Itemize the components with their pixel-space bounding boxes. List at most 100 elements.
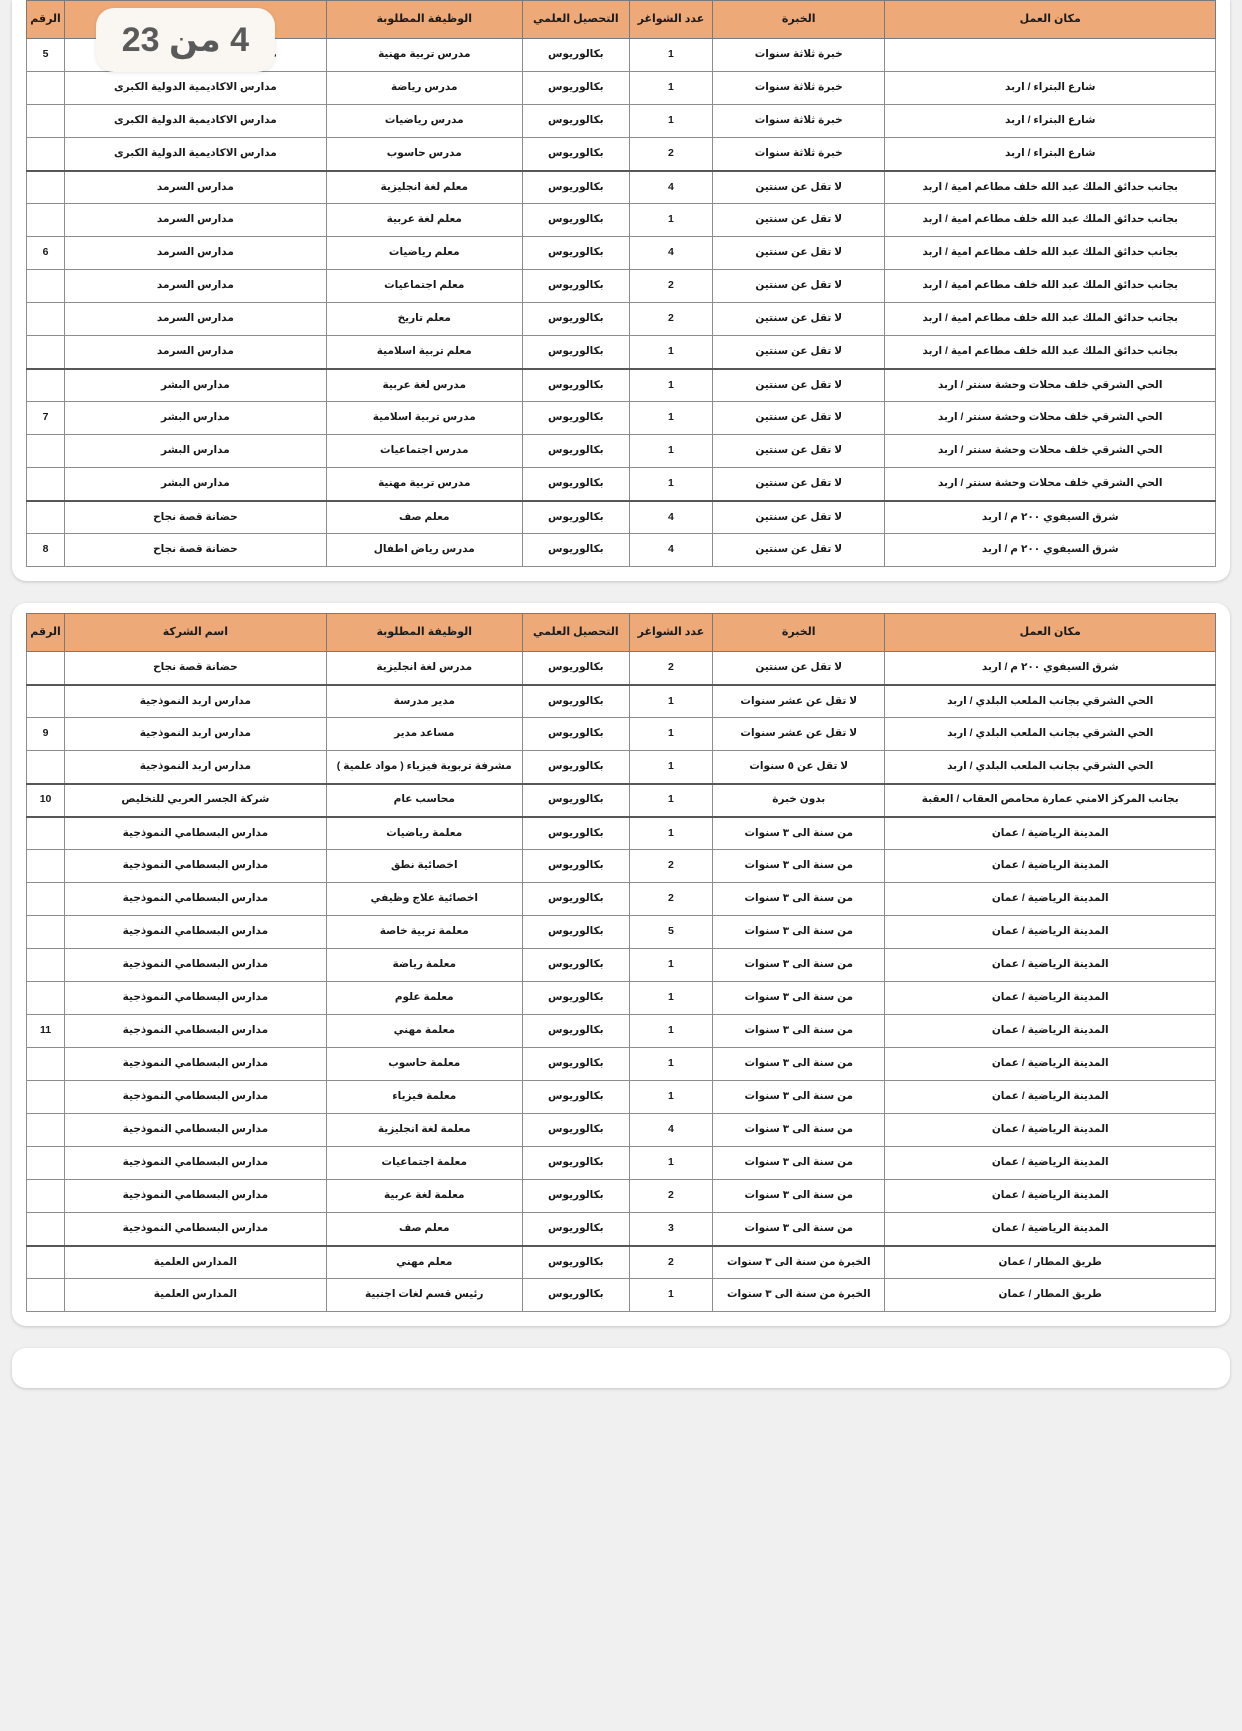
cell-education: بكالوريوس bbox=[521, 1014, 630, 1048]
cell-education: بكالوريوس bbox=[521, 335, 630, 370]
cell-education: بكالوريوس bbox=[521, 815, 630, 850]
cell-vacancies: 1 bbox=[628, 71, 714, 105]
cell-job-title: معلمة رياضيات bbox=[325, 815, 523, 850]
cell-workplace: المدينة الرياضية / عمان bbox=[884, 882, 1216, 916]
cell-vacancies: 1 bbox=[628, 981, 714, 1015]
table-row: المدينة الرياضية / عمان من سنة الى ٣ سنوا… bbox=[25, 1080, 1216, 1114]
cell-row-number bbox=[25, 71, 66, 105]
cell-education: بكالوريوس bbox=[521, 236, 630, 270]
cell-row-number: 6 bbox=[25, 236, 66, 270]
cell-row-number bbox=[25, 1080, 66, 1114]
table-row: شرق السيفوي ٢٠٠ م / اربد لا تقل عن سنتين 4… bbox=[25, 499, 1216, 534]
cell-education: بكالوريوس bbox=[521, 717, 630, 751]
cell-vacancies: 4 bbox=[628, 499, 714, 534]
cell-experience: الخبرة من سنة الى ٣ سنوات bbox=[712, 1244, 886, 1279]
table-row: بجانب حدائق الملك عبد الله خلف مطاعم امي… bbox=[25, 236, 1216, 270]
cell-experience: من سنة الى ٣ سنوات bbox=[712, 1047, 886, 1081]
header-experience: الخبرة bbox=[712, 613, 886, 652]
cell-row-number bbox=[25, 367, 66, 402]
cell-workplace: الحي الشرقي خلف محلات وحشة سنتر / اربد bbox=[884, 434, 1216, 468]
cell-company: مدارس البسطامي النموذجية bbox=[64, 1212, 327, 1247]
cell-vacancies: 1 bbox=[628, 104, 714, 138]
cell-job-title: محاسب عام bbox=[325, 782, 523, 818]
cell-job-title: معلمة لغة انجليزية bbox=[325, 1113, 523, 1147]
cell-workplace: الحي الشرقي بجانب الملعب البلدي / اربد bbox=[884, 717, 1216, 751]
header-workplace: مكان العمل bbox=[884, 0, 1216, 39]
cell-job-title: مدرس رياض اطفال bbox=[325, 533, 523, 567]
cell-experience: من سنة الى ٣ سنوات bbox=[712, 1080, 886, 1114]
cell-row-number bbox=[25, 651, 66, 686]
cell-workplace: المدينة الرياضية / عمان bbox=[884, 815, 1216, 850]
cell-workplace: بجانب حدائق الملك عبد الله خلف مطاعم امي… bbox=[884, 203, 1216, 237]
cell-experience: من سنة الى ٣ سنوات bbox=[712, 1212, 886, 1247]
cell-vacancies: 2 bbox=[628, 651, 714, 686]
cell-experience: لا تقل عن سنتين bbox=[712, 401, 886, 435]
cell-experience: لا تقل عن سنتين bbox=[712, 651, 886, 686]
cell-workplace: الحي الشرقي بجانب الملعب البلدي / اربد bbox=[884, 683, 1216, 718]
cell-workplace: شرق السيفوي ٢٠٠ م / اربد bbox=[884, 651, 1216, 686]
cell-row-number: 9 bbox=[25, 717, 66, 751]
cell-vacancies: 1 bbox=[628, 434, 714, 468]
cell-job-title: اخصائية علاج وظيفي bbox=[325, 882, 523, 916]
cell-vacancies: 4 bbox=[628, 1113, 714, 1147]
cell-row-number bbox=[25, 750, 66, 785]
cell-education: بكالوريوس bbox=[521, 651, 630, 686]
cell-workplace: طريق المطار / عمان bbox=[884, 1244, 1216, 1279]
table-row: المدينة الرياضية / عمان من سنة الى ٣ سنوا… bbox=[25, 1212, 1216, 1247]
cell-experience: من سنة الى ٣ سنوات bbox=[712, 981, 886, 1015]
cell-education: بكالوريوس bbox=[521, 467, 630, 502]
cell-vacancies: 1 bbox=[628, 203, 714, 237]
header-company-name: اسم الشركة bbox=[64, 613, 327, 652]
cell-education: بكالوريوس bbox=[521, 533, 630, 567]
cell-job-title: معلمة مهني bbox=[325, 1014, 523, 1048]
cell-education: بكالوريوس bbox=[521, 367, 630, 402]
cell-workplace: المدينة الرياضية / عمان bbox=[884, 1212, 1216, 1247]
cell-company: مدارس السرمد bbox=[64, 236, 327, 270]
table-row: الحي الشرقي بجانب الملعب البلدي / اربد لا… bbox=[25, 717, 1216, 751]
cell-job-title: مدرس حاسوب bbox=[325, 137, 523, 172]
cell-vacancies: 2 bbox=[628, 269, 714, 303]
cell-company: مدارس البسطامي النموذجية bbox=[64, 849, 327, 883]
cell-company: مدارس البسطامي النموذجية bbox=[64, 981, 327, 1015]
cell-education: بكالوريوس bbox=[521, 434, 630, 468]
cell-experience: من سنة الى ٣ سنوات bbox=[712, 948, 886, 982]
cell-workplace: الحي الشرقي خلف محلات وحشة سنتر / اربد bbox=[884, 401, 1216, 435]
cell-experience: خبرة ثلاثة سنوات bbox=[712, 71, 886, 105]
cell-vacancies: 1 bbox=[628, 1014, 714, 1048]
cell-company: المدارس العلمية bbox=[64, 1244, 327, 1279]
cell-vacancies: 1 bbox=[628, 948, 714, 982]
table-row: المدينة الرياضية / عمان من سنة الى ٣ سنوا… bbox=[25, 981, 1216, 1015]
cell-company: مدارس البشر bbox=[64, 467, 327, 502]
jobs-table-page-1: مكان العمل الخبرة عدد الشواغر التحصيل ال… bbox=[25, 0, 1216, 567]
cell-vacancies: 1 bbox=[628, 401, 714, 435]
table-row: بجانب حدائق الملك عبد الله خلف مطاعم امي… bbox=[25, 269, 1216, 303]
cell-education: بكالوريوس bbox=[521, 849, 630, 883]
table-row: الحي الشرقي خلف محلات وحشة سنتر / اربد لا… bbox=[25, 467, 1216, 502]
cell-job-title: مدرس لغة عربية bbox=[325, 367, 523, 402]
cell-workplace: شارع البتراء / اربد bbox=[884, 137, 1216, 172]
cell-company: مدارس البشر bbox=[64, 434, 327, 468]
jobs-table-header-2: مكان العمل الخبرة عدد الشواغر التحصيل ال… bbox=[25, 613, 1216, 652]
cell-job-title: معلم رياضيات bbox=[325, 236, 523, 270]
cell-education: بكالوريوس bbox=[521, 1080, 630, 1114]
cell-education: بكالوريوس bbox=[521, 203, 630, 237]
cell-experience: من سنة الى ٣ سنوات bbox=[712, 1146, 886, 1180]
cell-workplace: المدينة الرياضية / عمان bbox=[884, 981, 1216, 1015]
cell-education: بكالوريوس bbox=[521, 169, 630, 204]
cell-company: المدارس العلمية bbox=[64, 1278, 327, 1312]
header-vacancies: عدد الشواغر bbox=[628, 0, 714, 39]
table-row: المدينة الرياضية / عمان من سنة الى ٣ سنوا… bbox=[25, 849, 1216, 883]
cell-job-title: معلم لغة انجليزية bbox=[325, 169, 523, 204]
cell-row-number bbox=[25, 335, 66, 370]
cell-job-title: معلم مهني bbox=[325, 1244, 523, 1279]
table-row: المدينة الرياضية / عمان من سنة الى ٣ سنوا… bbox=[25, 882, 1216, 916]
cell-education: بكالوريوس bbox=[521, 1179, 630, 1213]
cell-company: مدارس الاكاديمية الدولية الكبرى bbox=[64, 137, 327, 172]
document-page-stack: مكان العمل الخبرة عدد الشواغر التحصيل ال… bbox=[12, 0, 1230, 1388]
cell-education: بكالوريوس bbox=[521, 683, 630, 718]
cell-experience: خبرة ثلاثة سنوات bbox=[712, 104, 886, 138]
table-row: طريق المطار / عمان الخبرة من سنة الى ٣ سن… bbox=[25, 1278, 1216, 1312]
cell-row-number bbox=[25, 1047, 66, 1081]
cell-education: بكالوريوس bbox=[521, 750, 630, 785]
cell-workplace: الحي الشرقي خلف محلات وحشة سنتر / اربد bbox=[884, 467, 1216, 502]
